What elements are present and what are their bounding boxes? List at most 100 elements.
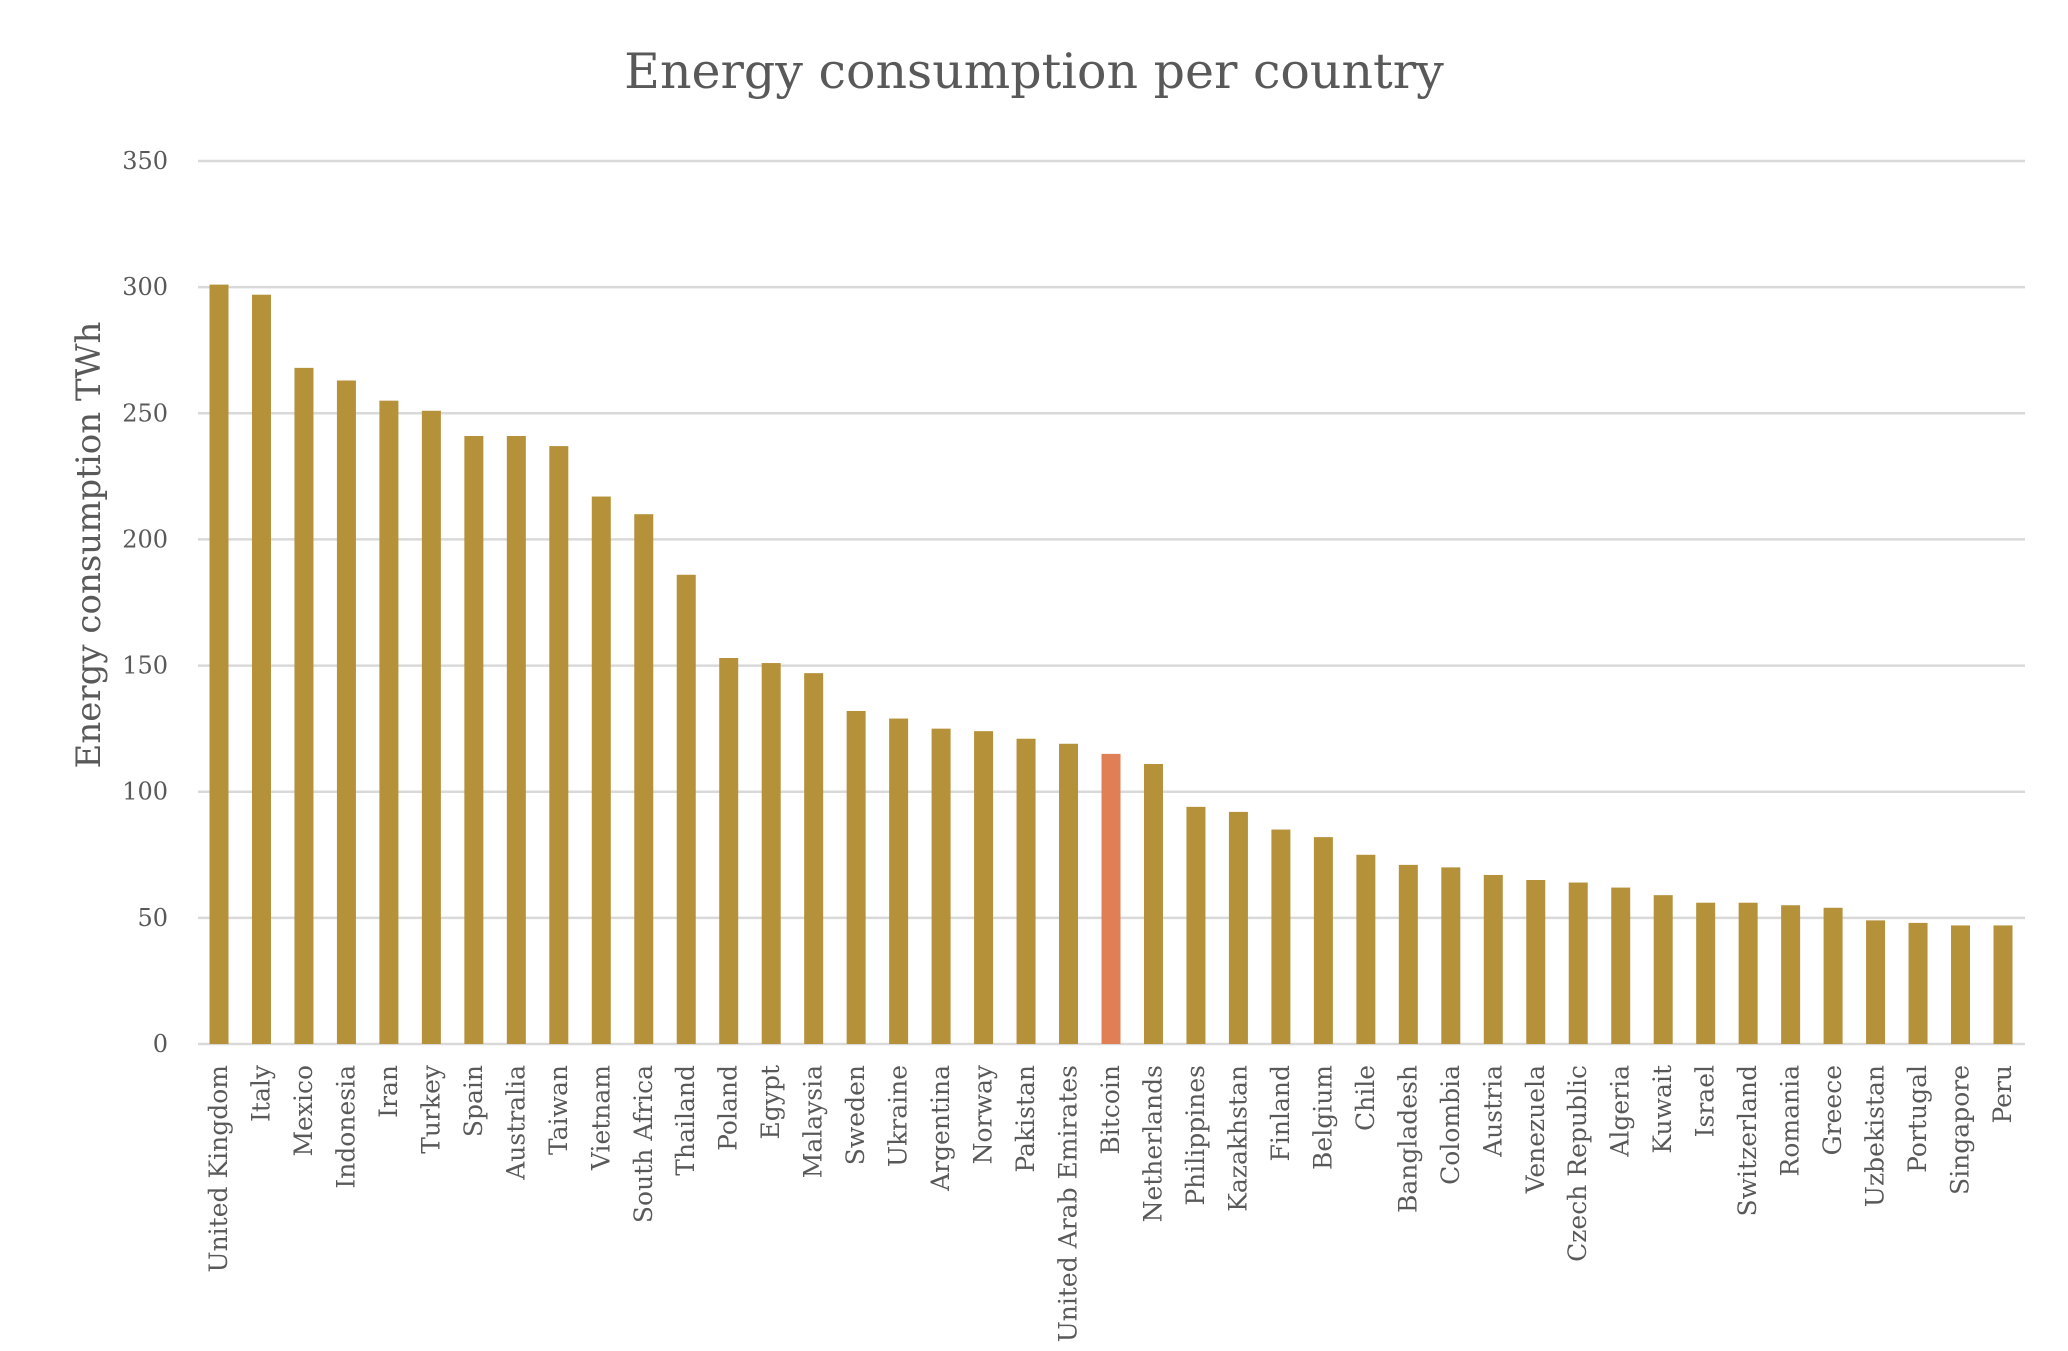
x-tick-label: Ukraine bbox=[884, 1065, 913, 1167]
x-tick-label: Kuwait bbox=[1648, 1065, 1677, 1154]
x-tick-label: Czech Republic bbox=[1563, 1065, 1592, 1262]
bar-united-arab-emirates bbox=[1059, 743, 1079, 1044]
x-tick-label: Peru bbox=[1988, 1065, 2017, 1124]
bar-egypt bbox=[761, 663, 781, 1044]
x-axis-labels: United Kingdom Italy Mexico Indonesia Iran Tu… bbox=[204, 1064, 2017, 1342]
bar-ukraine bbox=[889, 718, 909, 1044]
y-tick-label: 250 bbox=[122, 399, 168, 427]
bar-vietnam bbox=[591, 496, 611, 1044]
bar-colombia bbox=[1441, 867, 1461, 1044]
x-tick-label: Bitcoin bbox=[1096, 1065, 1125, 1155]
y-tick-label: 0 bbox=[153, 1030, 168, 1058]
x-tick-label: Netherlands bbox=[1138, 1065, 1167, 1222]
bar-argentina bbox=[931, 728, 951, 1044]
x-tick-label: Norway bbox=[969, 1064, 998, 1164]
x-tick-label: Portugal bbox=[1903, 1065, 1932, 1173]
x-tick-label: Spain bbox=[459, 1065, 488, 1137]
bar-malaysia bbox=[804, 673, 824, 1044]
bar-bangladesh bbox=[1398, 864, 1418, 1044]
bar-greece bbox=[1823, 907, 1843, 1044]
bar-venezuela bbox=[1526, 880, 1546, 1044]
bar-czech-republic bbox=[1568, 882, 1588, 1044]
bar-kuwait bbox=[1653, 895, 1673, 1044]
x-tick-label: Pakistan bbox=[1011, 1065, 1040, 1173]
x-tick-label: Malaysia bbox=[799, 1065, 828, 1178]
bar-algeria bbox=[1611, 887, 1631, 1044]
x-tick-label: Iran bbox=[374, 1065, 403, 1118]
bar-kazakhstan bbox=[1228, 811, 1248, 1044]
x-tick-label: Belgium bbox=[1308, 1065, 1337, 1170]
x-tick-label: Finland bbox=[1266, 1065, 1295, 1161]
y-tick-label: 350 bbox=[122, 147, 168, 175]
bar-chile bbox=[1356, 854, 1376, 1044]
bar-turkey bbox=[421, 410, 441, 1045]
x-tick-label: United Arab Emirates bbox=[1054, 1065, 1083, 1342]
bar-south-africa bbox=[634, 514, 654, 1044]
y-tick-label: 150 bbox=[122, 652, 168, 680]
bar-united-kingdom bbox=[209, 284, 229, 1044]
y-tick-label: 200 bbox=[122, 525, 168, 553]
x-tick-label: Bangladesh bbox=[1393, 1065, 1422, 1213]
bar-mexico bbox=[294, 367, 314, 1045]
bar-poland bbox=[719, 658, 739, 1044]
bar-australia bbox=[506, 435, 526, 1044]
x-tick-label: Egypt bbox=[756, 1065, 785, 1139]
x-tick-label: United Kingdom bbox=[204, 1065, 233, 1273]
bar-belgium bbox=[1313, 837, 1333, 1044]
x-tick-label: Austria bbox=[1478, 1065, 1507, 1158]
y-tick-label: 100 bbox=[122, 778, 168, 806]
y-tick-label: 300 bbox=[122, 273, 168, 301]
x-tick-label: Poland bbox=[714, 1065, 743, 1151]
bar-peru bbox=[1993, 925, 2013, 1044]
bar-sweden bbox=[846, 710, 866, 1044]
bar-thailand bbox=[676, 574, 696, 1044]
x-tick-label: Singapore bbox=[1946, 1065, 1975, 1195]
x-tick-label: Uzbekistan bbox=[1861, 1065, 1890, 1207]
chart-title: Energy consumption per country bbox=[624, 43, 1444, 100]
x-tick-label: Algeria bbox=[1606, 1065, 1635, 1158]
x-tick-label: Romania bbox=[1776, 1065, 1805, 1177]
bar-uzbekistan bbox=[1866, 920, 1886, 1044]
bar-austria bbox=[1483, 874, 1503, 1044]
x-tick-label: Mexico bbox=[289, 1065, 318, 1157]
x-tick-label: Argentina bbox=[926, 1065, 955, 1192]
bar-norway bbox=[974, 731, 994, 1044]
bar-israel bbox=[1696, 902, 1716, 1044]
bar-taiwan bbox=[549, 446, 569, 1044]
x-tick-label: Switzerland bbox=[1733, 1065, 1762, 1217]
bar-philippines bbox=[1186, 806, 1206, 1044]
bar-italy bbox=[251, 294, 271, 1044]
y-axis-label: Energy consumption TWh bbox=[69, 322, 109, 769]
x-tick-label: Sweden bbox=[841, 1065, 870, 1165]
x-tick-label: Greece bbox=[1818, 1065, 1847, 1155]
x-tick-label: Colombia bbox=[1436, 1065, 1465, 1185]
x-tick-label: South Africa bbox=[629, 1065, 658, 1223]
x-tick-label: Venezuela bbox=[1521, 1065, 1550, 1195]
bar-portugal bbox=[1908, 922, 1928, 1044]
y-tick-label: 50 bbox=[137, 904, 168, 932]
bars bbox=[209, 284, 2013, 1045]
bar-iran bbox=[379, 400, 399, 1045]
bar-switzerland bbox=[1738, 902, 1758, 1044]
bar-indonesia bbox=[336, 380, 356, 1044]
x-tick-label: Vietnam bbox=[586, 1065, 615, 1171]
bar-spain bbox=[464, 435, 484, 1044]
x-tick-label: Israel bbox=[1691, 1065, 1720, 1137]
bar-netherlands bbox=[1143, 763, 1163, 1044]
x-tick-label: Italy bbox=[246, 1064, 275, 1122]
bar-pakistan bbox=[1016, 738, 1036, 1044]
bar-romania bbox=[1781, 905, 1801, 1044]
y-axis-ticks: 0 50 100 150 200 250 300 350 bbox=[122, 147, 168, 1058]
x-tick-label: Taiwan bbox=[544, 1065, 573, 1155]
bar-bitcoin bbox=[1101, 753, 1121, 1044]
x-tick-label: Kazakhstan bbox=[1223, 1065, 1252, 1212]
x-tick-label: Thailand bbox=[671, 1065, 700, 1176]
x-tick-label: Turkey bbox=[416, 1064, 445, 1154]
x-tick-label: Indonesia bbox=[331, 1065, 360, 1189]
bar-finland bbox=[1271, 829, 1291, 1044]
bar-singapore bbox=[1951, 925, 1971, 1044]
x-tick-label: Philippines bbox=[1181, 1065, 1210, 1206]
x-tick-label: Australia bbox=[501, 1065, 530, 1181]
x-tick-label: Chile bbox=[1351, 1065, 1380, 1131]
